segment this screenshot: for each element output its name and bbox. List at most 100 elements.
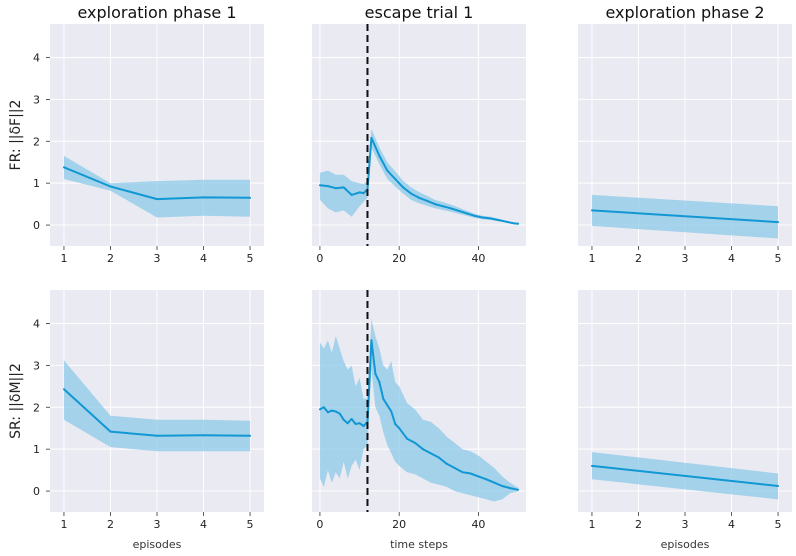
panel-1-1: 1 2 3 4 5 0 1 2 3 4 exploration phase 1 FR: ||δF||2 <box>8 3 264 265</box>
panel-1-3: 1 2 3 4 5 exploration phase 2 <box>578 3 792 265</box>
data-point <box>338 412 341 415</box>
x-tick-label: 5 <box>775 252 782 265</box>
data-point <box>453 467 456 470</box>
data-point <box>402 186 405 189</box>
data-point <box>433 203 436 206</box>
x-tick-label: 2 <box>107 518 114 531</box>
data-point <box>334 410 337 413</box>
x-tick-label: 4 <box>728 518 735 531</box>
y-tick-label: 2 <box>33 135 40 148</box>
data-point <box>501 485 504 488</box>
data-point <box>370 339 373 342</box>
data-point <box>354 423 357 426</box>
data-point <box>445 462 448 465</box>
data-point <box>378 381 381 384</box>
series-line <box>319 136 519 225</box>
data-point <box>441 205 444 208</box>
panel-title: exploration phase 1 <box>77 3 236 22</box>
data-point <box>318 184 321 187</box>
panel-2-2: 0 20 40 time steps <box>312 290 526 551</box>
data-point <box>517 488 520 491</box>
y-tick-label: 1 <box>33 443 40 456</box>
panel-2-1: 1 2 3 4 5 0 1 2 3 4 episodes SR: ||δM||2 <box>8 290 264 551</box>
data-point <box>406 437 409 440</box>
confidence-band <box>64 155 250 218</box>
data-point <box>777 485 780 488</box>
data-point <box>457 209 460 212</box>
data-point <box>109 185 112 188</box>
data-point <box>62 166 65 169</box>
y-tick-label: 2 <box>33 401 40 414</box>
confidence-band <box>64 360 250 452</box>
x-tick-label: 2 <box>635 252 642 265</box>
x-tick-label: 20 <box>392 252 406 265</box>
panel-1-2: 0 20 40 escape trial 1 <box>312 3 526 265</box>
data-point <box>469 472 472 475</box>
data-point <box>370 136 373 139</box>
y-tick-label: 3 <box>33 359 40 372</box>
x-tick-label: 0 <box>316 518 323 531</box>
x-tick-label: 4 <box>200 518 207 531</box>
data-point <box>326 185 329 188</box>
x-tick-label: 5 <box>247 252 254 265</box>
data-point <box>437 456 440 459</box>
y-tick-label: 1 <box>33 177 40 190</box>
x-axis-label: episodes <box>133 538 182 551</box>
series-line <box>591 464 779 487</box>
data-point <box>449 207 452 210</box>
x-tick-label: 2 <box>107 252 114 265</box>
x-tick-label: 4 <box>200 252 207 265</box>
data-point <box>326 411 329 414</box>
data-point <box>109 430 112 433</box>
data-point <box>249 196 252 199</box>
x-tick-label: 5 <box>775 518 782 531</box>
data-point <box>322 406 325 409</box>
data-point <box>398 427 401 430</box>
data-point <box>517 222 520 225</box>
data-point <box>590 464 593 467</box>
data-point <box>394 177 397 180</box>
y-tick-label: 3 <box>33 93 40 106</box>
data-point <box>358 191 361 194</box>
panel-2-3: 1 2 3 4 5 episodes <box>578 290 792 551</box>
data-point <box>249 434 252 437</box>
x-tick-label: 1 <box>60 518 67 531</box>
data-point <box>62 388 65 391</box>
data-point <box>590 209 593 212</box>
x-tick-label: 1 <box>60 252 67 265</box>
data-point <box>777 221 780 224</box>
data-point <box>410 192 413 195</box>
data-point <box>473 214 476 217</box>
data-point <box>477 475 480 478</box>
data-point <box>513 222 516 225</box>
data-point <box>378 154 381 157</box>
data-point <box>485 478 488 481</box>
data-point <box>202 434 205 437</box>
data-point <box>374 372 377 375</box>
y-tick-label: 0 <box>33 485 40 498</box>
data-point <box>505 220 508 223</box>
x-axis-label: time steps <box>390 538 448 551</box>
x-tick-label: 5 <box>247 518 254 531</box>
data-point <box>461 471 464 474</box>
data-point <box>156 434 158 437</box>
x-tick-label: 40 <box>471 518 485 531</box>
data-point <box>429 452 432 455</box>
x-tick-label: 40 <box>471 252 485 265</box>
x-tick-label: 4 <box>728 252 735 265</box>
data-point <box>362 192 365 195</box>
y-tick-label: 0 <box>33 219 40 232</box>
data-point <box>394 423 397 426</box>
data-point <box>342 186 345 189</box>
x-tick-label: 1 <box>588 252 595 265</box>
x-tick-label: 3 <box>154 252 161 265</box>
data-point <box>425 199 428 202</box>
data-point <box>497 219 500 222</box>
data-point <box>318 408 321 411</box>
data-point <box>358 422 361 425</box>
y-tick-label: 4 <box>33 318 40 331</box>
data-point <box>481 216 484 219</box>
y-axis-label: SR: ||δM||2 <box>8 363 24 439</box>
data-point <box>350 193 353 196</box>
